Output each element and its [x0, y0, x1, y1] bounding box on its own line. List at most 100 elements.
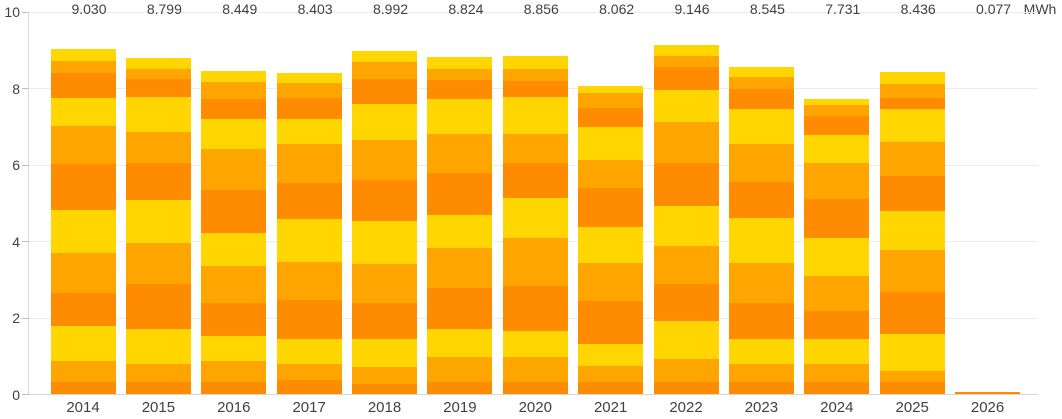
bar-segment-2023-4[interactable]	[728, 302, 794, 340]
bar-segment-2022-12[interactable]	[653, 44, 719, 56]
bar-segment-2014-1[interactable]	[50, 382, 116, 395]
bar-segment-2024-2[interactable]	[804, 363, 870, 383]
bar-segment-2017-11[interactable]	[276, 83, 342, 99]
bar-segment-2016-10[interactable]	[201, 98, 267, 119]
bar-2022[interactable]	[653, 0, 719, 419]
bar-segment-2015-3[interactable]	[125, 329, 191, 364]
bar-segment-2019-1[interactable]	[427, 382, 493, 395]
bar-segment-2015-10[interactable]	[125, 78, 191, 98]
bar-segment-2020-12[interactable]	[502, 55, 568, 70]
bar-segment-2023-5[interactable]	[728, 262, 794, 303]
bar-segment-2016-1[interactable]	[201, 382, 267, 395]
bar-segment-2025-4[interactable]	[879, 291, 945, 335]
bar-segment-2016-6[interactable]	[201, 233, 267, 267]
bar-segment-2017-10[interactable]	[276, 98, 342, 120]
bar-segment-2023-9[interactable]	[728, 108, 794, 144]
bar-segment-2025-2[interactable]	[879, 370, 945, 383]
bar-segment-2026-1[interactable]	[955, 391, 1021, 395]
bar-segment-2017-4[interactable]	[276, 300, 342, 339]
bar-segment-2022-4[interactable]	[653, 284, 719, 321]
bar-segment-2023-6[interactable]	[728, 218, 794, 263]
bar-2026[interactable]	[955, 0, 1021, 419]
bar-segment-2018-3[interactable]	[352, 339, 418, 368]
bar-segment-2015-6[interactable]	[125, 199, 191, 244]
bar-segment-2017-2[interactable]	[276, 363, 342, 380]
bar-segment-2023-1[interactable]	[728, 382, 794, 395]
bar-segment-2019-10[interactable]	[427, 80, 493, 99]
bar-segment-2022-8[interactable]	[653, 121, 719, 164]
bar-segment-2015-4[interactable]	[125, 284, 191, 330]
bar-segment-2019-6[interactable]	[427, 214, 493, 248]
bar-segment-2023-2[interactable]	[728, 363, 794, 383]
bar-segment-2020-10[interactable]	[502, 80, 568, 98]
bar-segment-2015-7[interactable]	[125, 163, 191, 200]
bar-2020[interactable]	[502, 0, 568, 419]
bar-segment-2015-12[interactable]	[125, 57, 191, 69]
bar-segment-2021-8[interactable]	[578, 160, 644, 189]
bar-segment-2018-9[interactable]	[352, 103, 418, 141]
bar-2018[interactable]	[352, 0, 418, 419]
bar-segment-2024-11[interactable]	[804, 104, 870, 117]
bar-segment-2019-2[interactable]	[427, 357, 493, 383]
bar-2019[interactable]	[427, 0, 493, 419]
bar-segment-2023-3[interactable]	[728, 339, 794, 364]
bar-segment-2022-7[interactable]	[653, 163, 719, 207]
bar-segment-2017-6[interactable]	[276, 218, 342, 263]
bar-segment-2018-6[interactable]	[352, 221, 418, 265]
bar-2016[interactable]	[201, 0, 267, 419]
bar-segment-2019-8[interactable]	[427, 133, 493, 174]
bar-segment-2022-3[interactable]	[653, 320, 719, 359]
bar-segment-2016-5[interactable]	[201, 266, 267, 303]
bar-segment-2025-10[interactable]	[879, 97, 945, 110]
bar-segment-2021-9[interactable]	[578, 126, 644, 161]
bar-segment-2018-2[interactable]	[352, 367, 418, 384]
bar-segment-2023-12[interactable]	[728, 67, 794, 78]
bar-segment-2022-1[interactable]	[653, 382, 719, 395]
bar-segment-2025-3[interactable]	[879, 334, 945, 371]
bar-segment-2024-12[interactable]	[804, 98, 870, 105]
bar-segment-2016-12[interactable]	[201, 71, 267, 83]
bar-segment-2022-9[interactable]	[653, 90, 719, 122]
bar-segment-2014-9[interactable]	[50, 97, 116, 127]
bar-2014[interactable]	[50, 0, 116, 419]
bar-segment-2014-8[interactable]	[50, 126, 116, 165]
bar-segment-2018-4[interactable]	[352, 302, 418, 340]
bar-segment-2018-7[interactable]	[352, 179, 418, 222]
bar-segment-2018-12[interactable]	[352, 50, 418, 63]
bar-segment-2023-10[interactable]	[728, 88, 794, 109]
bar-segment-2017-3[interactable]	[276, 338, 342, 364]
bar-segment-2021-10[interactable]	[578, 108, 644, 127]
bar-segment-2019-9[interactable]	[427, 98, 493, 134]
bar-segment-2019-4[interactable]	[427, 287, 493, 330]
bar-segment-2017-7[interactable]	[276, 182, 342, 219]
bar-segment-2025-8[interactable]	[879, 142, 945, 176]
bar-segment-2021-4[interactable]	[578, 301, 644, 345]
bar-segment-2015-2[interactable]	[125, 363, 191, 383]
bar-segment-2020-7[interactable]	[502, 163, 568, 199]
bar-segment-2024-10[interactable]	[804, 116, 870, 135]
bar-segment-2018-1[interactable]	[352, 383, 418, 395]
bar-segment-2020-8[interactable]	[502, 133, 568, 164]
bar-segment-2016-9[interactable]	[201, 118, 267, 149]
bar-2021[interactable]	[578, 0, 644, 419]
bar-segment-2025-12[interactable]	[879, 71, 945, 85]
bar-segment-2025-6[interactable]	[879, 210, 945, 251]
bar-segment-2021-1[interactable]	[578, 382, 644, 395]
bar-segment-2023-7[interactable]	[728, 181, 794, 219]
bar-segment-2014-12[interactable]	[50, 49, 116, 62]
bar-segment-2016-2[interactable]	[201, 360, 267, 383]
bar-segment-2021-12[interactable]	[578, 86, 644, 94]
bar-segment-2020-1[interactable]	[502, 382, 568, 395]
bar-segment-2019-12[interactable]	[427, 57, 493, 69]
bar-segment-2014-7[interactable]	[50, 164, 116, 210]
bar-segment-2024-6[interactable]	[804, 237, 870, 276]
bar-segment-2015-5[interactable]	[125, 243, 191, 285]
bar-segment-2020-6[interactable]	[502, 198, 568, 239]
bar-segment-2016-7[interactable]	[201, 189, 267, 234]
bar-2024[interactable]	[804, 0, 870, 419]
bar-segment-2020-4[interactable]	[502, 286, 568, 331]
bar-segment-2015-11[interactable]	[125, 68, 191, 79]
bar-segment-2021-11[interactable]	[578, 93, 644, 109]
bar-segment-2025-9[interactable]	[879, 109, 945, 143]
bar-segment-2015-1[interactable]	[125, 382, 191, 395]
